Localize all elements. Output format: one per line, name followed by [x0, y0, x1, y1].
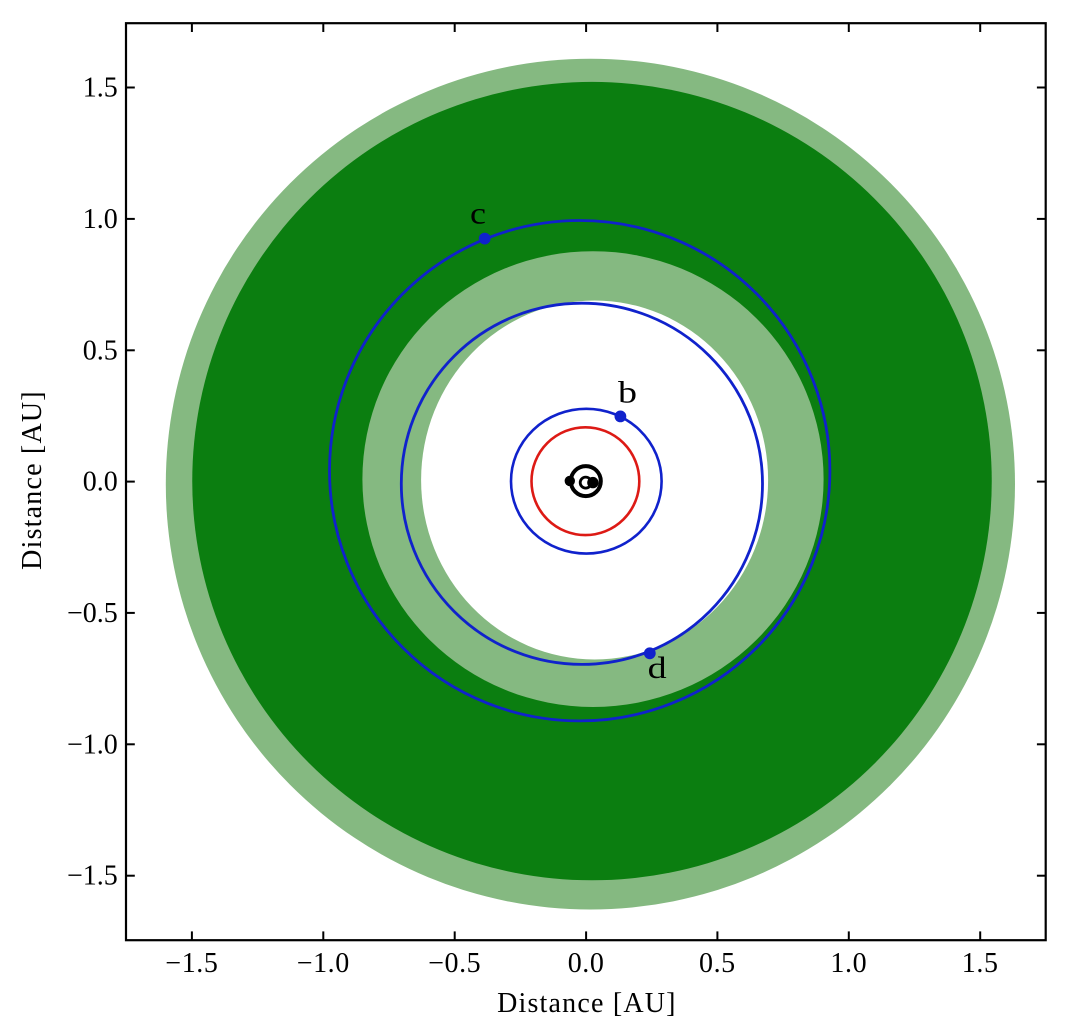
- svg-text:c: c: [470, 196, 486, 231]
- svg-text:−1.5: −1.5: [67, 861, 118, 892]
- svg-text:−0.5: −0.5: [67, 598, 118, 629]
- svg-text:1.5: 1.5: [83, 73, 118, 104]
- svg-text:Distance [AU]: Distance [AU]: [497, 988, 677, 1019]
- svg-text:−1.5: −1.5: [165, 948, 218, 979]
- svg-text:b: b: [618, 375, 637, 410]
- svg-text:0.0: 0.0: [568, 948, 605, 979]
- svg-text:d: d: [648, 650, 668, 685]
- svg-text:0.5: 0.5: [83, 335, 118, 366]
- svg-text:−1.0: −1.0: [297, 948, 350, 979]
- svg-text:−1.0: −1.0: [67, 729, 118, 760]
- svg-text:0.0: 0.0: [83, 467, 118, 498]
- svg-text:Distance [AU]: Distance [AU]: [17, 390, 48, 570]
- svg-text:1.0: 1.0: [83, 204, 118, 235]
- svg-text:1.0: 1.0: [830, 948, 867, 979]
- svg-text:0.5: 0.5: [699, 948, 736, 979]
- svg-text:−0.5: −0.5: [428, 948, 481, 979]
- svg-text:1.5: 1.5: [962, 948, 999, 979]
